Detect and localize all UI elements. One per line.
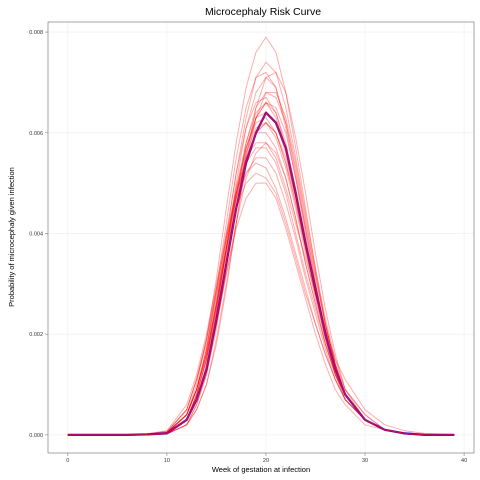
sample-curve-line	[67, 101, 455, 436]
x-axis-label: Week of gestation at infection	[212, 465, 310, 474]
sample-curve-line	[67, 101, 455, 436]
x-tick-label: 0	[66, 458, 69, 464]
sample-curve-line	[67, 61, 455, 436]
sample-curve-line	[67, 122, 455, 436]
y-tick-label: 0.000	[29, 433, 43, 439]
sample-curve-line	[67, 76, 455, 436]
sample-curve-line	[67, 111, 455, 436]
sample-curve-line	[67, 71, 455, 436]
mean-curve-line	[67, 111, 455, 436]
axis-ticks: 0 10 20 30 40 0.000 0.002 0.004 0.006 0.008	[29, 30, 467, 464]
median-curve-line	[67, 111, 455, 436]
x-tick-label: 30	[362, 458, 368, 464]
sample-curve-line	[67, 162, 455, 436]
series-lines	[67, 36, 455, 436]
y-tick-label: 0.004	[29, 231, 43, 237]
x-tick-label: 10	[164, 458, 170, 464]
y-tick-label: 0.006	[29, 131, 43, 137]
sample-curve-line	[67, 101, 455, 436]
sample-curve-line	[67, 172, 455, 436]
sample-curve-line	[67, 142, 455, 436]
y-axis-label: Probability of microcephaly given infect…	[7, 167, 16, 307]
x-tick-label: 20	[263, 458, 269, 464]
plot-panel	[47, 21, 475, 454]
grid-lines	[48, 22, 474, 453]
y-tick-label: 0.008	[29, 30, 43, 36]
sample-curve-line	[67, 121, 455, 436]
sample-curve-line	[67, 142, 455, 436]
sample-curve-line	[67, 91, 455, 436]
sample-curve-line	[67, 147, 455, 436]
chart-title: Microcephaly Risk Curve	[205, 6, 321, 18]
sample-curve-line	[67, 182, 455, 436]
sample-curve-line	[67, 121, 455, 436]
x-tick-label: 40	[461, 458, 467, 464]
sample-curve-line	[67, 92, 455, 436]
sample-curve-line	[67, 132, 455, 436]
sample-curve-line	[67, 71, 455, 436]
sample-curve-line	[67, 157, 455, 436]
sample-curve-line	[67, 36, 455, 436]
y-tick-label: 0.002	[29, 332, 43, 338]
